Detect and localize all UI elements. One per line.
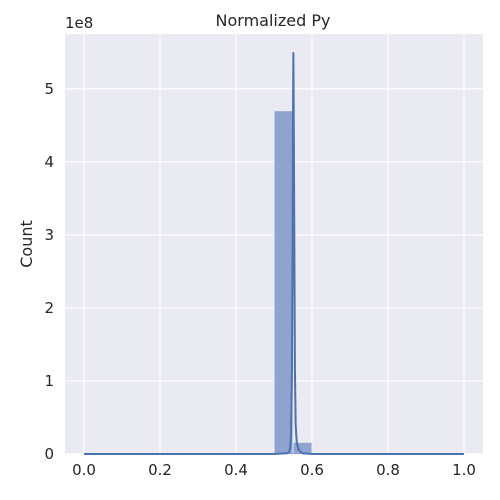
histogram-bar-0	[273, 110, 294, 455]
x-tick-label-2: 0.4	[224, 461, 248, 479]
x-tick-label-3: 0.6	[300, 461, 324, 479]
x-tick-label-4: 0.8	[376, 461, 400, 479]
y-tick-label-4: 4	[44, 153, 54, 171]
x-tick-label-1: 0.2	[148, 461, 172, 479]
y-offset-label: 1e8	[65, 14, 93, 32]
x-tick-label-5: 1.0	[452, 461, 476, 479]
x-axis-ticks: 0.0 0.2 0.4 0.6 0.8 1.0	[72, 461, 476, 479]
y-tick-label-3: 3	[44, 226, 54, 244]
chart-title: Normalized Py	[216, 11, 331, 30]
y-tick-label-2: 2	[44, 299, 54, 317]
x-tick-label-0: 0.0	[72, 461, 96, 479]
y-axis-label: Count	[17, 220, 36, 268]
y-tick-label-5: 5	[44, 80, 54, 98]
kde-line	[84, 52, 464, 455]
y-axis-ticks: 0 1 2 3 4 5	[44, 80, 54, 463]
y-tick-label-1: 1	[44, 372, 54, 390]
y-tick-label-0: 0	[44, 445, 54, 463]
